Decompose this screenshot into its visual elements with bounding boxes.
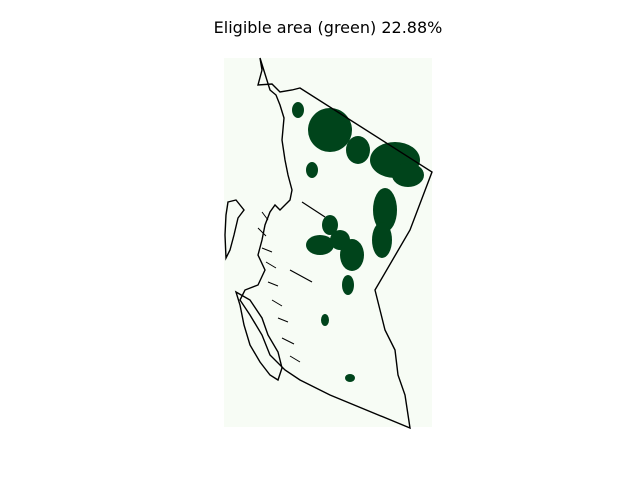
eligible-patch (373, 188, 397, 232)
vancouver-island (234, 290, 283, 382)
eligible-patch (308, 108, 352, 152)
eligible-patch (346, 136, 370, 164)
eligible-patch (292, 102, 304, 118)
eligible-patch (342, 275, 354, 295)
eligible-patch (322, 215, 338, 235)
eligible-patch (306, 235, 334, 255)
map-title: Eligible area (green) 22.88% (213, 18, 443, 37)
coastal-inlets (257, 211, 301, 363)
province-boundary (239, 57, 433, 430)
eligible-area-layer (292, 102, 424, 382)
eligible-patch (392, 163, 424, 187)
eligible-patch (372, 222, 392, 258)
haida-gwaii-island (224, 199, 245, 261)
eligible-patch (330, 230, 350, 250)
eligible-patch (345, 374, 355, 382)
eligible-patch (321, 314, 329, 326)
eligible-patch (306, 162, 318, 178)
inland-lake-1 (301, 201, 326, 218)
inland-lake-2 (289, 269, 313, 283)
